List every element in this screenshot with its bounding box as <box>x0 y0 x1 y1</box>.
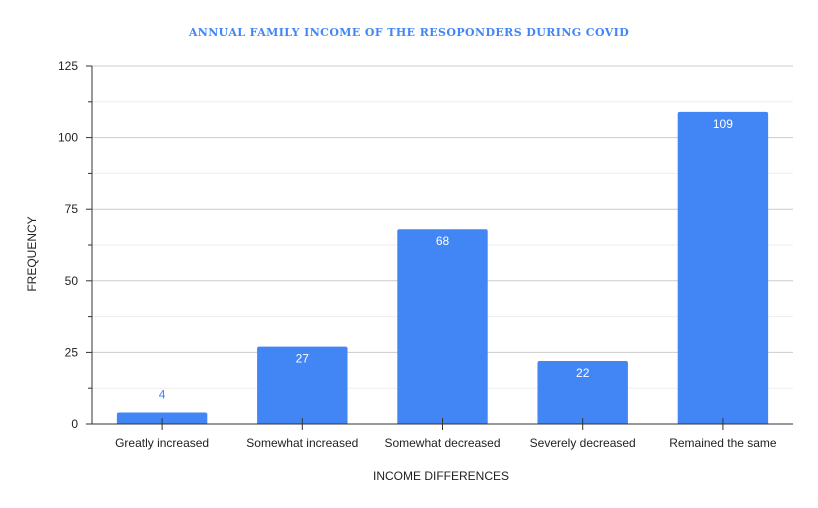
y-tick-label: 50 <box>65 274 79 288</box>
bars <box>116 111 769 424</box>
y-tick-label: 25 <box>65 345 79 359</box>
axes <box>86 65 793 430</box>
x-tick-label: Remained the same <box>669 436 777 450</box>
x-tick-label: Somewhat increased <box>246 436 358 450</box>
data-label: 4 <box>159 388 166 402</box>
bar-somewhat-increased <box>257 346 348 424</box>
y-tick-label: 100 <box>58 131 78 145</box>
y-tick-label: 125 <box>58 59 78 73</box>
x-tick-label: Greatly increased <box>115 436 209 450</box>
bar-somewhat-decreased <box>397 229 488 424</box>
data-label: 68 <box>436 234 450 248</box>
y-tick-label: 0 <box>71 417 78 431</box>
x-axis-title: INCOME DIFFERENCES <box>373 469 509 483</box>
y-tick-label: 75 <box>65 202 79 216</box>
x-tick-label: Severely decreased <box>530 436 636 450</box>
bar-severely-decreased <box>537 360 628 424</box>
chart-title: ANNUAL FAMILY INCOME OF THE RESOPONDERS … <box>188 26 629 39</box>
data-label: 109 <box>713 117 733 131</box>
x-tick-label: Somewhat decreased <box>384 436 500 450</box>
y-axis-title: FREQUENCY <box>25 216 39 291</box>
data-label: 22 <box>576 366 590 380</box>
labels: 0 25 50 75 100 125 4 Greatly increased 27 Somewha… <box>58 59 777 450</box>
bar-remained-the-same <box>677 111 769 424</box>
data-label: 27 <box>296 352 310 366</box>
